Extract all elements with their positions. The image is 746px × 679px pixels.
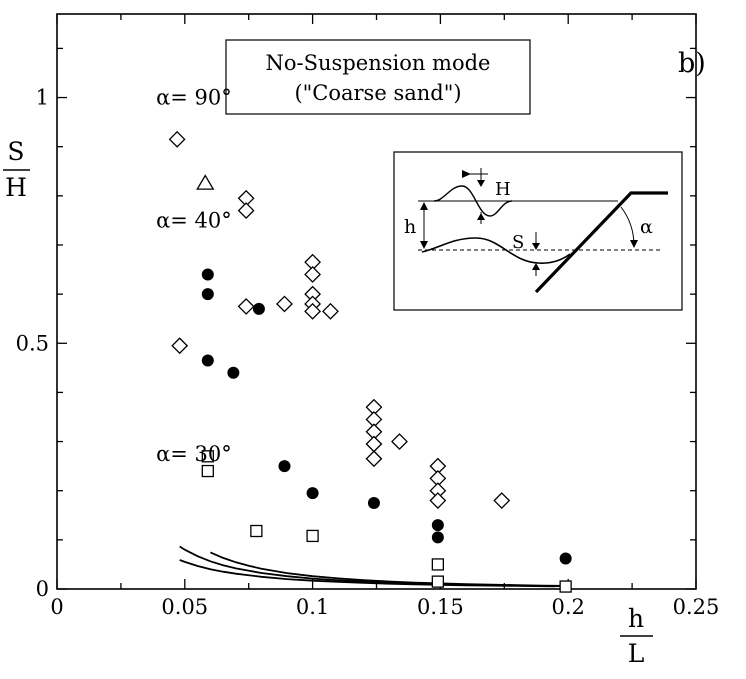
diamond-point [365, 435, 383, 453]
diamond-point [429, 492, 447, 509]
filled-circle-point [252, 302, 265, 315]
x-tick-label: 0.2 [551, 595, 584, 619]
diamond-point [237, 297, 255, 315]
x-tick-label: 0.1 [296, 595, 329, 619]
y-axis-label: S H [3, 137, 30, 202]
diamond-point [171, 337, 189, 355]
diamond-point [322, 302, 339, 320]
square-point [201, 450, 214, 463]
x-axis-label-denominator: L [628, 639, 645, 668]
chart-subtitle: ("Coarse sand") [294, 81, 461, 105]
legend-frame [225, 39, 531, 115]
axis-ticks: 0 0.05 0.1 0.15 0.2 0.25 0 0.5 1 [16, 14, 720, 619]
diamond-point [391, 433, 408, 450]
fit-curve-1 [210, 551, 569, 587]
diamond-point [304, 266, 322, 283]
inset-breakwater-slope [534, 191, 633, 294]
fit-curve-3 [179, 559, 556, 588]
curve-label: α= 40° [156, 208, 232, 232]
panel-label: b) [678, 48, 706, 79]
square-point [431, 558, 444, 571]
inset-h-arrowhead-down-icon [420, 241, 428, 249]
inset-H-arrowhead-up-icon [477, 213, 485, 220]
filled-circle-point [227, 366, 240, 379]
diamond-point [276, 295, 293, 313]
filled-circle-point [431, 519, 444, 532]
x-tick-label: 0.05 [161, 595, 208, 619]
x-tick-label: 0 [50, 595, 63, 619]
triangle-point [196, 174, 215, 190]
inset-label-S: S [512, 232, 524, 253]
inset-surface-wave [433, 185, 513, 217]
diamond-point [168, 130, 186, 148]
inset-label-alpha: α [640, 216, 653, 238]
inset-h-arrowhead-up-icon [420, 202, 428, 210]
y-axis-label-numerator: S [7, 137, 24, 166]
inset-diagram: H h S α [393, 151, 683, 311]
curve-label: α= 90° [156, 86, 232, 110]
curve-label: α= 30° [156, 442, 232, 466]
diamond-point [304, 302, 322, 320]
filled-circle-point [559, 552, 572, 565]
inset-alpha-arrowhead-icon [630, 240, 638, 248]
y-tick-label: 0 [36, 577, 49, 601]
inset-S-arrowhead-up-icon [532, 263, 540, 270]
diamond-point [237, 202, 255, 220]
y-tick-label: 1 [36, 86, 49, 110]
inset-S-arrowhead-down-icon [532, 243, 540, 250]
inset-H-arrowhead-down-icon [477, 180, 485, 187]
square-point [201, 464, 214, 478]
x-axis-label-numerator: h [628, 604, 644, 633]
diamond-point [365, 450, 383, 468]
square-point [431, 575, 444, 588]
inset-label-h: h [404, 216, 416, 238]
x-tick-label: 0.15 [417, 595, 464, 619]
square-point [250, 524, 263, 538]
curve-labels: α= 90° α= 40° α= 30° [156, 86, 232, 466]
inset-h-arrow-left-icon [462, 170, 471, 178]
fit-curves [179, 545, 569, 588]
legend-box: No-Suspension mode ("Coarse sand") [225, 39, 531, 115]
square-point [306, 529, 319, 543]
filled-circle-point [201, 288, 214, 301]
inset-label-H: H [495, 179, 511, 200]
filled-circle-point [278, 460, 291, 473]
x-axis-label: h L [620, 604, 653, 668]
filled-circle-point [431, 531, 444, 544]
filled-circle-point [201, 354, 214, 367]
inset-frame [393, 151, 683, 311]
y-axis-label-denominator: H [5, 173, 27, 202]
inset-bed-profile [421, 237, 571, 264]
filled-circle-point [306, 487, 319, 500]
diamond-point [493, 492, 511, 509]
data-points [168, 130, 572, 593]
square-point [559, 580, 572, 593]
filled-circle-point [367, 496, 380, 509]
y-tick-label: 0.5 [16, 331, 49, 355]
x-tick-label: 0.25 [673, 595, 720, 619]
filled-circle-point [201, 268, 214, 281]
chart-title: No-Suspension mode [266, 51, 491, 75]
